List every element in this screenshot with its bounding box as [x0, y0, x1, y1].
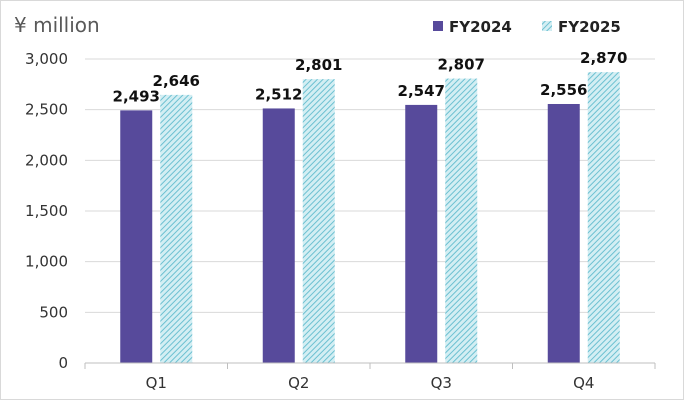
legend-label-fy2024: FY2024: [449, 18, 512, 36]
y-tick-label: 1,500: [25, 202, 68, 220]
legend-label-fy2025: FY2025: [558, 18, 621, 36]
x-tick-label: Q3: [431, 374, 452, 392]
bar-fy2025-q1: [160, 94, 193, 363]
x-tick-label: Q4: [573, 374, 594, 392]
x-tick-label: Q2: [288, 374, 309, 392]
y-tick-label: 0: [58, 354, 68, 372]
bar-fy2024-q1: [120, 110, 153, 363]
bar-fy2025-q4: [587, 72, 620, 363]
bar-fy2025-q3: [445, 78, 478, 363]
data-label: 2,556: [540, 81, 587, 99]
legend-swatch-fy2024: [433, 21, 443, 31]
data-label: 2,870: [580, 49, 627, 67]
legend: FY2024 FY2025: [433, 18, 621, 36]
bars: [120, 72, 620, 364]
bar-fy2025-q2: [302, 79, 335, 363]
x-tick-label: Q1: [146, 374, 167, 392]
bar-fy2024-q2: [262, 108, 295, 363]
y-tick-label: 2,500: [25, 101, 68, 119]
y-tick-label: 1,000: [25, 253, 68, 271]
data-label: 2,493: [113, 87, 160, 105]
data-label: 2,547: [398, 82, 445, 100]
legend-swatch-fy2025: [542, 21, 552, 31]
bar-fy2024-q4: [547, 103, 580, 363]
y-tick-label: 3,000: [25, 50, 68, 68]
data-label: 2,512: [255, 85, 302, 103]
x-axis: Q1 Q2 Q3 Q4: [84, 362, 656, 392]
y-axis-unit-label: ¥ million: [14, 13, 100, 37]
data-label: 2,801: [295, 56, 342, 74]
y-tick-label: 500: [39, 303, 68, 321]
y-tick-label: 2,000: [25, 151, 68, 169]
y-axis-ticks: 0 500 1,000 1,500 2,000 2,500 3,000: [25, 50, 68, 372]
bar-fy2024-q3: [405, 104, 438, 364]
data-label: 2,646: [153, 72, 200, 90]
data-label: 2,807: [438, 56, 485, 74]
